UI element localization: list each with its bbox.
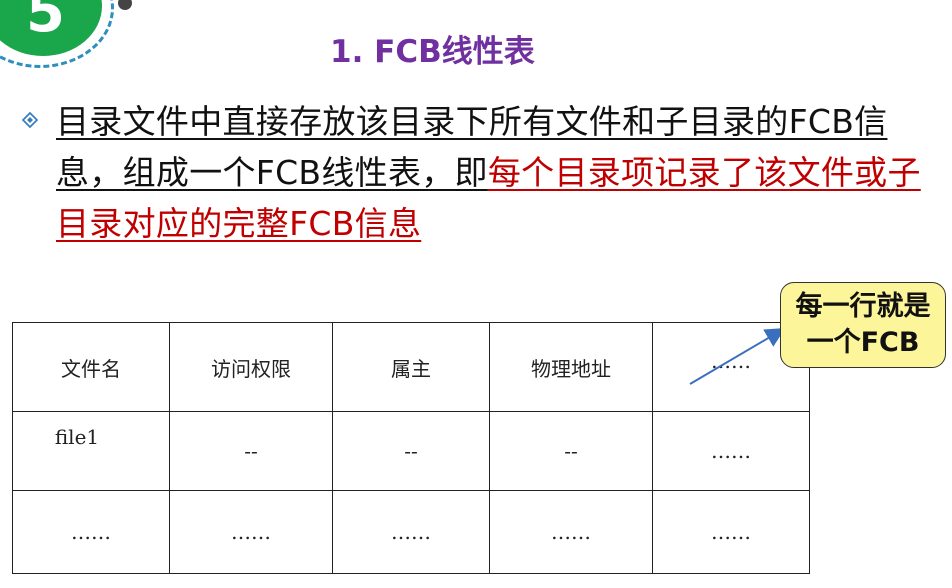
header-filename: 文件名 (12, 322, 170, 412)
table-cell: -- (332, 411, 490, 491)
callout-box: 每一行就是 一个FCB (780, 282, 946, 368)
header-owner: 属主 (332, 322, 490, 412)
file1-text: file1 (54, 425, 100, 449)
table-cell: …… (652, 411, 810, 491)
table-cell: …… (169, 490, 333, 574)
fcb-table: 文件名 访问权限 属主 物理地址 …… file1 -- -- -- …… ……… (12, 322, 810, 574)
paragraph-black-text: 目录文件中直接存放该目录下所有文件和子目录的FCB信息，组成一个FCB线性表，即 (56, 102, 888, 192)
header-access-rights: 访问权限 (169, 322, 333, 412)
table-cell: …… (12, 490, 170, 574)
table-cell: …… (652, 490, 810, 574)
table-cell: -- (169, 411, 333, 491)
table-cell: -- (489, 411, 653, 491)
table-row: …… …… …… …… …… (12, 490, 810, 574)
table-row: file1 -- -- -- …… (12, 411, 810, 491)
diamond-bullet-icon (22, 112, 38, 128)
section-number: 5 (26, 0, 65, 45)
badge-dot-icon (118, 0, 132, 10)
table-cell: …… (489, 490, 653, 574)
callout-line1: 每一行就是 (795, 291, 931, 322)
header-more-text: …… (711, 349, 751, 373)
slide-title: 1. FCB线性表 (330, 34, 535, 70)
header-physical-address: 物理地址 (489, 322, 653, 412)
table-header-row: 文件名 访问权限 属主 物理地址 …… (12, 322, 810, 412)
paragraph-red-text: 每个目录项记录了该文件或子目录对应的完整FCB信息 (56, 153, 921, 243)
table-cell: file1 (12, 411, 170, 491)
callout-line2: 一个FCB (806, 327, 920, 358)
table-cell: …… (332, 490, 490, 574)
main-paragraph: 目录文件中直接存放该目录下所有文件和子目录的FCB信息，组成一个FCB线性表，即… (56, 96, 926, 249)
